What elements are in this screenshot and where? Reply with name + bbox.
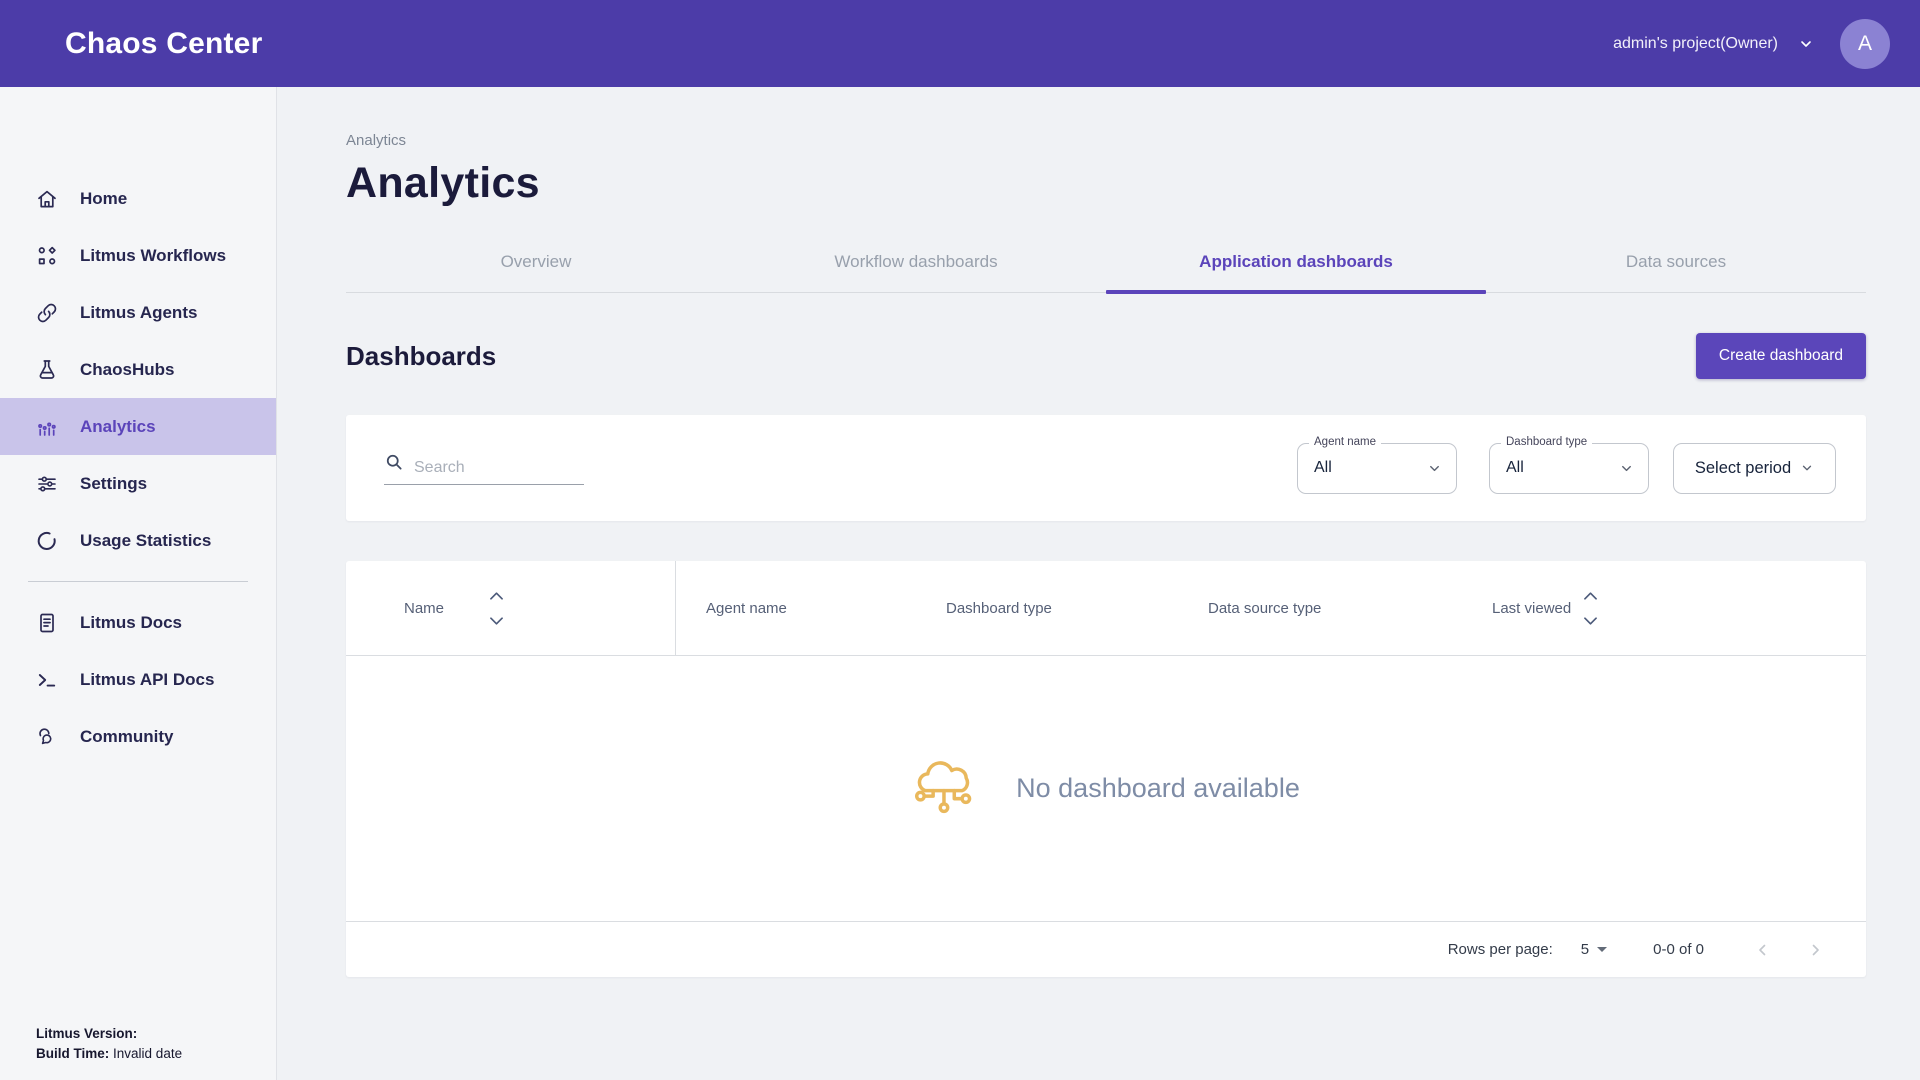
sidebar-item-label: Home — [80, 188, 128, 208]
tab-workflow-dashboards[interactable]: Workflow dashboards — [834, 252, 998, 271]
table-header-row: Name Agent name Dashboard type Data sour… — [346, 561, 1866, 656]
rows-per-page-label: Rows per page: — [1447, 941, 1553, 958]
filter-bar: Agent name All Dashboard type All Se — [346, 415, 1866, 521]
chevron-down-icon — [1800, 461, 1814, 475]
next-page-button[interactable] — [1806, 941, 1824, 959]
create-dashboard-button[interactable]: Create dashboard — [1695, 333, 1866, 379]
sidebar-item-label: Litmus Agents — [80, 302, 198, 322]
sidebar-item-label: Community — [80, 726, 174, 746]
project-label: admin's project(Owner) — [1613, 34, 1778, 52]
home-icon — [34, 187, 60, 211]
dashboards-table: Name Agent name Dashboard type Data sour… — [346, 561, 1866, 977]
caret-down-icon — [1597, 947, 1608, 952]
sidebar-item-chaoshubs[interactable]: ChaosHubs — [0, 341, 276, 398]
build-time-value: Invalid date — [113, 1046, 183, 1061]
search-field[interactable] — [384, 452, 584, 485]
dashboard-type-select[interactable]: Dashboard type All — [1489, 435, 1649, 494]
chevron-down-icon — [1619, 461, 1634, 476]
avatar[interactable]: A — [1840, 18, 1890, 69]
main-content: Analytics Analytics Overview Workflow da… — [277, 87, 1920, 1080]
rows-per-page-value: 5 — [1580, 941, 1590, 958]
bar-chart-icon — [34, 415, 60, 439]
dashboard-type-select-label: Dashboard type — [1501, 435, 1593, 448]
chevron-down-icon — [1798, 36, 1814, 52]
chat-icon — [34, 725, 60, 749]
empty-state-text: No dashboard available — [1016, 773, 1300, 803]
sort-desc-icon[interactable] — [1584, 616, 1598, 625]
app-header: Chaos Center admin's project(Owner) A — [0, 0, 1920, 87]
agent-name-select[interactable]: Agent name All — [1297, 435, 1457, 494]
sidebar-item-label: Litmus Workflows — [80, 245, 227, 265]
sidebar-item-settings[interactable]: Settings — [0, 455, 276, 512]
sidebar-item-analytics[interactable]: Analytics — [0, 398, 276, 455]
build-time-label: Build Time: — [36, 1046, 110, 1061]
project-switcher[interactable]: admin's project(Owner) — [1613, 35, 1814, 53]
rows-per-page-select[interactable]: 5 — [1580, 941, 1608, 958]
chevron-down-icon — [1427, 461, 1442, 476]
column-header-name: Name — [404, 599, 445, 617]
sidebar-item-label: ChaosHubs — [80, 359, 175, 379]
previous-page-button[interactable] — [1754, 941, 1772, 959]
sidebar-divider — [28, 581, 248, 582]
tab-application-dashboards[interactable]: Application dashboards — [1106, 240, 1486, 294]
section-title: Dashboards — [346, 340, 497, 371]
sidebar-item-usage-statistics[interactable]: Usage Statistics — [0, 512, 276, 569]
column-header-data-source-type: Data source type — [1208, 599, 1322, 617]
flask-icon — [34, 358, 60, 382]
sliders-icon — [34, 472, 60, 496]
sidebar-item-litmus-api-docs[interactable]: Litmus API Docs — [0, 651, 276, 708]
column-header-last-viewed: Last viewed — [1492, 599, 1572, 617]
sidebar-item-label: Settings — [80, 473, 148, 493]
usage-icon — [34, 529, 60, 553]
workflows-icon — [34, 244, 60, 268]
sort-control-name — [490, 591, 503, 625]
app-title: Chaos Center — [65, 26, 263, 60]
sidebar-item-label: Usage Statistics — [80, 530, 212, 550]
sidebar-footer: Litmus Version: Build Time: Invalid date — [36, 1024, 182, 1064]
tab-overview[interactable]: Overview — [500, 252, 572, 271]
tab-bar: Overview Workflow dashboards Application… — [346, 240, 1866, 294]
tab-data-sources[interactable]: Data sources — [1625, 252, 1727, 271]
empty-state: No dashboard available — [346, 656, 1866, 921]
sidebar-item-community[interactable]: Community — [0, 708, 276, 765]
column-header-dashboard-type: Dashboard type — [946, 599, 1052, 617]
sidebar-item-home[interactable]: Home — [0, 170, 276, 227]
document-icon — [34, 611, 60, 635]
search-icon — [384, 452, 404, 477]
sidebar-item-litmus-workflows[interactable]: Litmus Workflows — [0, 227, 276, 284]
sort-asc-icon[interactable] — [490, 591, 503, 600]
select-period-button[interactable]: Select period — [1673, 442, 1836, 494]
sidebar-item-label: Analytics — [80, 416, 156, 436]
sidebar: Home Litmus Workflows Litmus Agents Chao… — [0, 87, 277, 1080]
select-period-label: Select period — [1694, 458, 1792, 477]
agent-name-select-value: All — [1314, 459, 1332, 476]
pagination-range: 0-0 of 0 — [1653, 941, 1704, 958]
dashboard-type-select-value: All — [1506, 459, 1524, 476]
version-label: Litmus Version: — [36, 1026, 138, 1041]
pagination-bar: Rows per page: 5 0-0 of 0 — [346, 921, 1866, 977]
terminal-icon — [34, 668, 60, 692]
sort-asc-icon[interactable] — [1584, 591, 1598, 600]
link-icon — [34, 301, 60, 325]
sort-desc-icon[interactable] — [490, 616, 503, 625]
sidebar-item-label: Litmus Docs — [80, 612, 183, 632]
sidebar-item-litmus-docs[interactable]: Litmus Docs — [0, 594, 276, 651]
agent-name-select-label: Agent name — [1309, 435, 1382, 448]
cloud-network-icon — [912, 754, 978, 823]
column-header-agent-name: Agent name — [706, 599, 787, 617]
sidebar-item-label: Litmus API Docs — [80, 669, 215, 689]
page-title: Analytics — [346, 159, 540, 207]
search-input[interactable] — [414, 458, 564, 477]
breadcrumb: Analytics — [346, 132, 407, 149]
sidebar-item-litmus-agents[interactable]: Litmus Agents — [0, 284, 276, 341]
sort-control-last-viewed — [1584, 591, 1598, 625]
